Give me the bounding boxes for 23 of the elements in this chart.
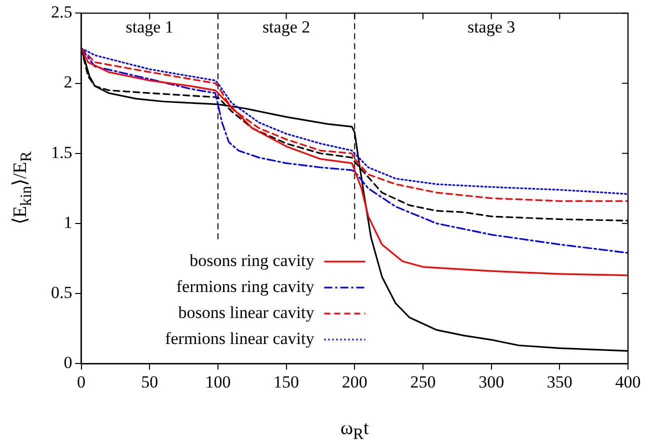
y-tick-label: 2 — [64, 72, 72, 92]
x-axis-title: ω$_{R}$t — [340, 418, 369, 444]
x-tick-label: 0 — [77, 372, 86, 392]
legend-label: bosons ring cavity — [190, 251, 315, 270]
y-tick-label: 1 — [64, 212, 72, 232]
x-tick-label: 350 — [546, 372, 572, 392]
y-tick-label: 0 — [64, 353, 72, 372]
legend-label: fermions ring cavity — [176, 277, 315, 296]
x-tick-label: 50 — [141, 372, 158, 392]
y-tick-label: 0.5 — [51, 282, 72, 302]
y-tick-label: 1.5 — [51, 142, 72, 162]
x-tick-label: 200 — [342, 372, 368, 392]
x-tick-label: 250 — [410, 372, 436, 392]
annotation: stage 1 — [126, 18, 174, 37]
legend-label: fermions linear cavity — [165, 329, 315, 348]
x-tick-label: 150 — [274, 372, 300, 392]
x-tick-label: 400 — [615, 372, 641, 392]
x-tick-label: 300 — [478, 372, 504, 392]
x-tick-label: 100 — [205, 372, 231, 392]
annotation: stage 2 — [262, 18, 310, 37]
legend-label: bosons linear cavity — [178, 303, 315, 322]
y-tick-label: 2.5 — [51, 2, 72, 22]
annotation: stage 3 — [467, 18, 516, 37]
